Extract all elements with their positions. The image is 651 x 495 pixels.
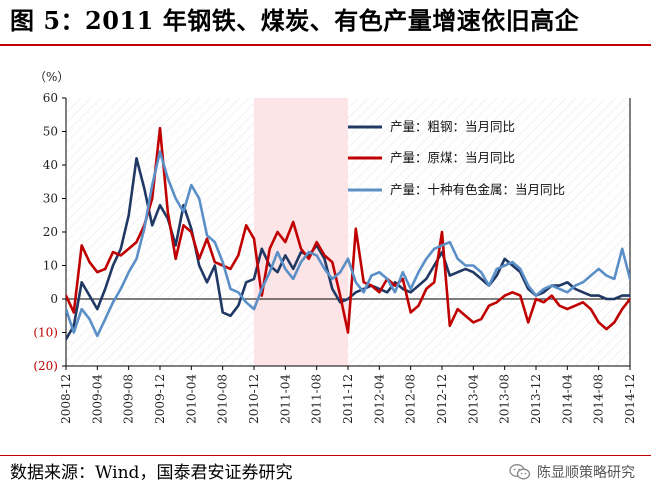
title-divider xyxy=(0,44,651,46)
x-tick-label: 2012-04 xyxy=(372,374,386,424)
y-tick-label: 40 xyxy=(43,158,58,172)
watermark-text: 陈显顺策略研究 xyxy=(537,465,635,481)
wechat-icon xyxy=(509,464,531,480)
series-line-3 xyxy=(66,150,630,338)
x-tick-label: 2013-04 xyxy=(466,374,480,424)
legend-label-1: 产量：粗钢：当月同比 xyxy=(390,119,515,134)
x-tick-label: 2012-08 xyxy=(404,374,418,424)
legend-label-2: 产量：原煤：当月同比 xyxy=(390,150,515,165)
x-tick-label: 2009-12 xyxy=(153,374,167,424)
x-tick-label: 2013-12 xyxy=(529,374,543,424)
x-tick-label: 2009-04 xyxy=(90,374,104,424)
y-tick-label: 10 xyxy=(43,259,58,273)
x-tick-label: 2008-12 xyxy=(59,374,73,424)
y-tick-label: 0 xyxy=(50,292,58,306)
x-tick-label: 2011-12 xyxy=(341,374,355,424)
y-tick-label: (10) xyxy=(33,326,58,340)
x-tick-label: 2010-12 xyxy=(247,374,261,424)
data-source-note: 数据来源：Wind，国泰君安证券研究 xyxy=(10,463,293,483)
x-tick-label: 2010-04 xyxy=(184,374,198,424)
chart-title: 图 5：2011 年钢铁、煤炭、有色产量增速依旧高企 xyxy=(10,6,580,35)
x-tick-label: 2011-04 xyxy=(278,374,292,424)
y-tick-label: 20 xyxy=(43,225,58,239)
x-tick-label: 2013-08 xyxy=(498,374,512,424)
shaded-period xyxy=(254,98,348,366)
series-line-2 xyxy=(66,126,630,334)
line-chart: （%） (20) (10) 0 10 20 30 40 50 60 2008-12 2009-04 20… xyxy=(33,70,637,424)
x-tick-label: 2009-08 xyxy=(122,374,136,424)
x-tick-label: 2014-08 xyxy=(592,374,606,424)
y-tick-label: 60 xyxy=(43,91,58,105)
legend-label-3: 产量：十种有色金属：当月同比 xyxy=(390,182,565,197)
x-tick-label: 2012-12 xyxy=(435,374,449,424)
y-tick-label: 50 xyxy=(43,125,58,139)
x-tick-label: 2011-08 xyxy=(310,374,324,424)
x-tick-label: 2014-12 xyxy=(623,374,637,424)
watermark: 陈显顺策略研究 xyxy=(509,462,635,482)
x-tick-label: 2010-08 xyxy=(216,374,230,424)
y-unit-label: （%） xyxy=(34,70,69,84)
footer-divider xyxy=(0,455,651,456)
x-tick-label: 2014-04 xyxy=(560,374,574,424)
y-tick-label: 30 xyxy=(43,192,58,206)
y-tick-label: (20) xyxy=(33,359,58,373)
